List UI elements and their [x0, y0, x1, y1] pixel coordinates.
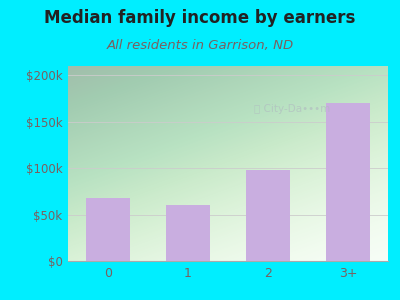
Bar: [326, 103, 370, 261]
Bar: [246, 170, 290, 261]
Text: All residents in Garrison, ND: All residents in Garrison, ND: [106, 39, 294, 52]
Bar: [166, 205, 210, 261]
Bar: [86, 198, 130, 261]
Text: Ⓜ City-Da•••m: Ⓜ City-Da•••m: [254, 104, 330, 114]
Text: Median family income by earners: Median family income by earners: [44, 9, 356, 27]
